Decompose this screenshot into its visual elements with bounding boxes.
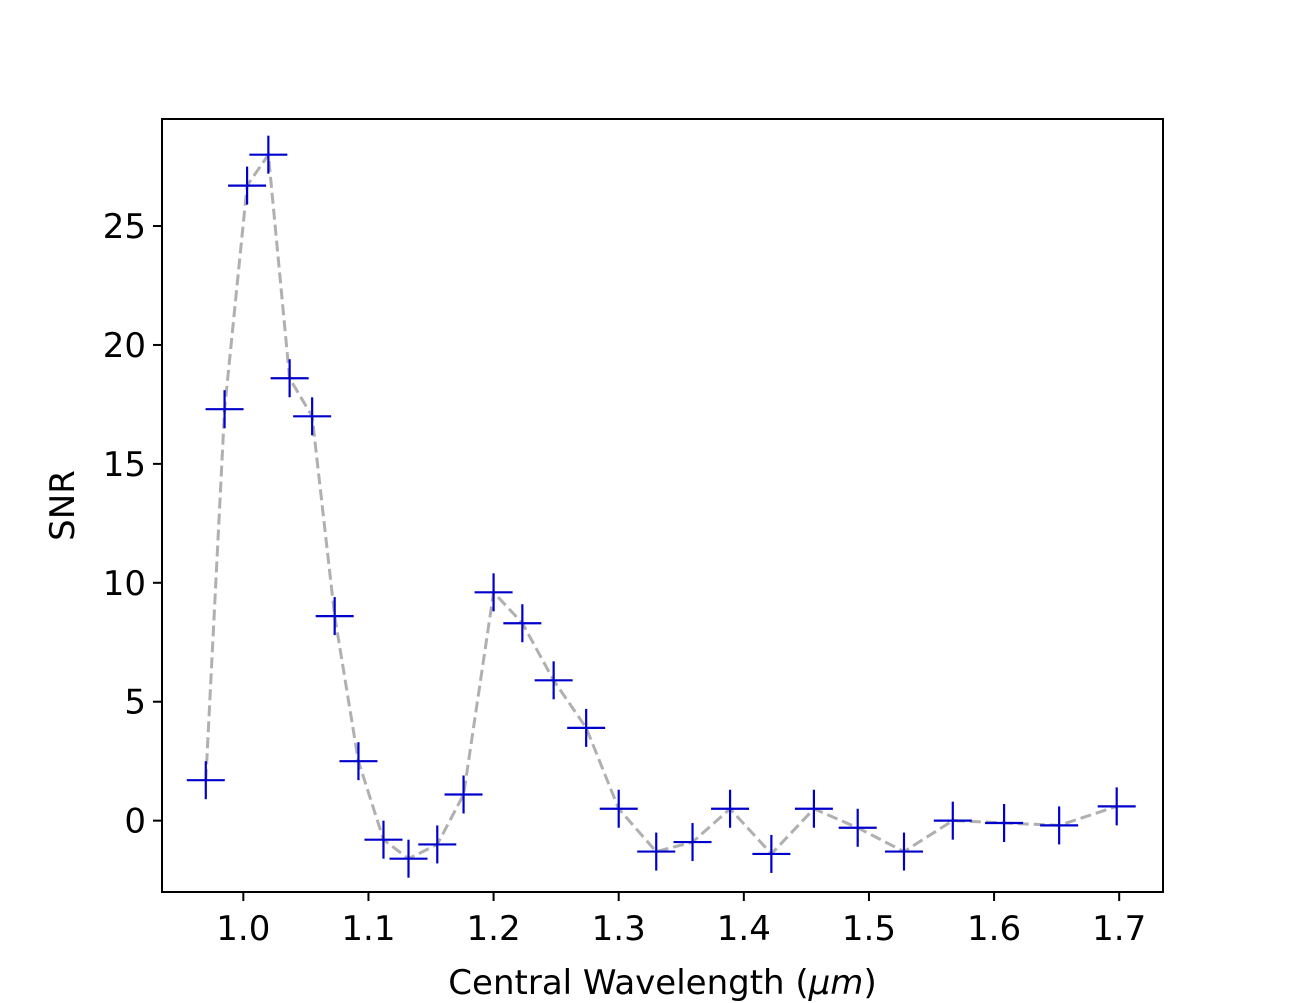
data-point-marker — [985, 804, 1024, 843]
data-point-marker — [186, 761, 225, 800]
x-tick-label: 1.2 — [467, 909, 521, 949]
x-tick-label: 1.0 — [216, 909, 270, 949]
data-point-marker — [711, 789, 750, 828]
x-tick-label: 1.6 — [967, 909, 1021, 949]
y-tick-label: 5 — [124, 683, 146, 723]
data-point-marker — [503, 604, 542, 643]
ticks-layer: 1.0 1.1 1.2 1.3 1.4 1.5 1.6 1.7 0 5 10 15 20 25 — [103, 207, 1147, 949]
y-tick-label: 10 — [103, 564, 146, 604]
x-axis-label-unit: μm — [808, 963, 864, 1003]
series-markers-layer — [186, 135, 1136, 878]
data-point-marker — [205, 390, 244, 429]
series-line-layer — [204, 150, 1118, 861]
data-point-marker — [838, 808, 877, 847]
data-point-marker — [673, 823, 712, 862]
data-point-marker — [933, 801, 972, 840]
data-point-marker — [315, 597, 354, 636]
data-point-marker — [884, 832, 923, 871]
data-point-marker — [1040, 806, 1079, 845]
y-tick-label: 15 — [103, 445, 146, 485]
data-point-marker — [599, 789, 638, 828]
y-axis-label: SNR — [43, 470, 83, 541]
data-point-marker — [637, 832, 676, 871]
x-tick-label: 1.7 — [1092, 909, 1146, 949]
series-line — [204, 150, 1118, 861]
data-point-marker — [1097, 787, 1136, 826]
data-point-marker — [339, 742, 378, 781]
y-tick-label: 25 — [103, 207, 146, 247]
x-axis-label-text: Central Wavelength ( — [448, 963, 808, 1003]
plot-frame — [161, 118, 1164, 893]
data-point-marker — [293, 397, 332, 436]
data-point-marker — [249, 135, 288, 174]
x-axis-label: Central Wavelength (μm) — [448, 963, 876, 1003]
data-point-marker — [418, 825, 457, 864]
data-point-marker — [567, 708, 606, 747]
data-point-marker — [444, 775, 483, 814]
x-axis-label-close: ) — [863, 963, 876, 1003]
x-tick-label: 1.5 — [842, 909, 896, 949]
x-tick-label: 1.1 — [341, 909, 395, 949]
data-point-marker — [228, 166, 267, 205]
x-tick-label: 1.3 — [592, 909, 646, 949]
data-point-marker — [389, 839, 428, 878]
data-point-marker — [270, 359, 309, 398]
data-point-marker — [794, 789, 833, 828]
y-tick-label: 0 — [124, 802, 146, 842]
data-point-marker — [474, 573, 513, 612]
x-tick-label: 1.4 — [717, 909, 771, 949]
y-tick-label: 20 — [103, 326, 146, 366]
data-point-marker — [364, 820, 403, 859]
data-point-marker — [534, 661, 573, 700]
data-point-marker — [752, 834, 791, 873]
